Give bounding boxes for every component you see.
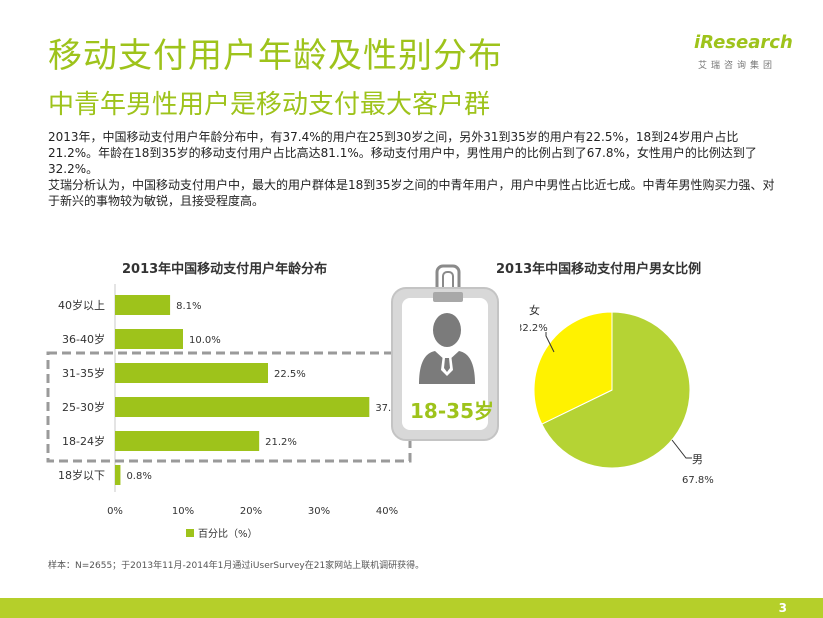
category-label: 31-35岁 <box>62 366 105 380</box>
pie-slice-0 <box>541 311 691 469</box>
page-subtitle: 中青年男性用户是移动支付最大客户群 <box>48 90 491 120</box>
bar-2 <box>115 363 268 383</box>
gender-pie-chart: 男 67.8% 女 32.2% <box>520 303 714 486</box>
pie-value-male: 67.8% <box>682 475 714 486</box>
leader-line-male <box>671 439 692 459</box>
summary-paragraph-1: 2013年，中国移动支付用户年龄分布中，有37.4%的用户在25到30岁之间，另… <box>48 130 757 176</box>
data-label: 10.0% <box>189 335 221 346</box>
highlight-box <box>46 351 412 463</box>
page-number: 3 <box>778 601 787 615</box>
data-label: 21.2% <box>265 437 297 448</box>
pie-slice-1 <box>533 311 613 425</box>
age-badge <box>391 264 499 441</box>
leader-line-female <box>545 332 555 353</box>
summary-text: 2013年，中国移动支付用户年龄分布中，有37.4%的用户在25到30岁之间，另… <box>48 129 783 209</box>
bar-3 <box>115 397 370 417</box>
bar-chart-title: 2013年中国移动支付用户年龄分布 <box>122 262 328 277</box>
bar-1 <box>115 329 183 349</box>
pie-label-male: 男 <box>692 453 703 466</box>
pie-value-female: 32.2% <box>520 323 548 334</box>
x-tick-label: 0% <box>107 506 123 517</box>
data-label: 22.5% <box>274 369 306 380</box>
bar-0 <box>115 295 171 315</box>
bottom-bar <box>0 598 823 618</box>
category-label: 36-40岁 <box>62 332 105 346</box>
category-label: 18岁以下 <box>58 468 105 482</box>
category-label: 40岁以上 <box>58 298 105 312</box>
category-label: 18-24岁 <box>62 434 105 448</box>
x-tick-label: 20% <box>240 506 262 517</box>
legend-label: 百分比（%） <box>198 528 258 540</box>
age-bar-chart: 40岁以上8.1%36-40岁10.0%31-35岁22.5%25-30岁37.… <box>46 284 412 540</box>
data-label: 8.1% <box>176 301 201 312</box>
bar-4 <box>115 431 260 451</box>
page-title: 移动支付用户年龄及性别分布 <box>48 36 503 76</box>
iresearch-logo: iResearch 艾瑞咨询集团 <box>690 26 793 76</box>
logo-cn-text: 艾瑞咨询集团 <box>698 61 777 71</box>
x-tick-label: 40% <box>376 506 398 517</box>
person-icon <box>419 313 475 384</box>
x-tick-label: 10% <box>172 506 194 517</box>
logo-text: iResearch <box>694 32 793 53</box>
x-tick-label: 30% <box>308 506 330 517</box>
bar-5 <box>115 465 121 485</box>
footnote: 样本：N=2655；于2013年11月-2014年1月通过iUserSurvey… <box>48 561 425 571</box>
pie-chart-title: 2013年中国移动支付用户男女比例 <box>496 262 702 277</box>
pie-label-female: 女 <box>529 303 540 317</box>
data-label: 0.8% <box>126 471 151 482</box>
badge-label: 18-35岁 <box>410 399 494 423</box>
category-label: 25-30岁 <box>62 400 105 414</box>
summary-paragraph-2: 艾瑞分析认为，中国移动支付用户中，最大的用户群体是18到35岁之间的中青年用户，… <box>48 178 775 208</box>
legend-swatch <box>186 529 194 537</box>
